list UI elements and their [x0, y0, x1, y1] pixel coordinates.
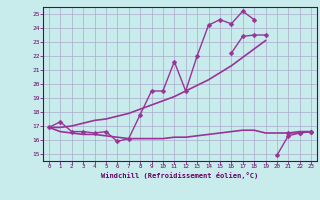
- X-axis label: Windchill (Refroidissement éolien,°C): Windchill (Refroidissement éolien,°C): [101, 172, 259, 179]
